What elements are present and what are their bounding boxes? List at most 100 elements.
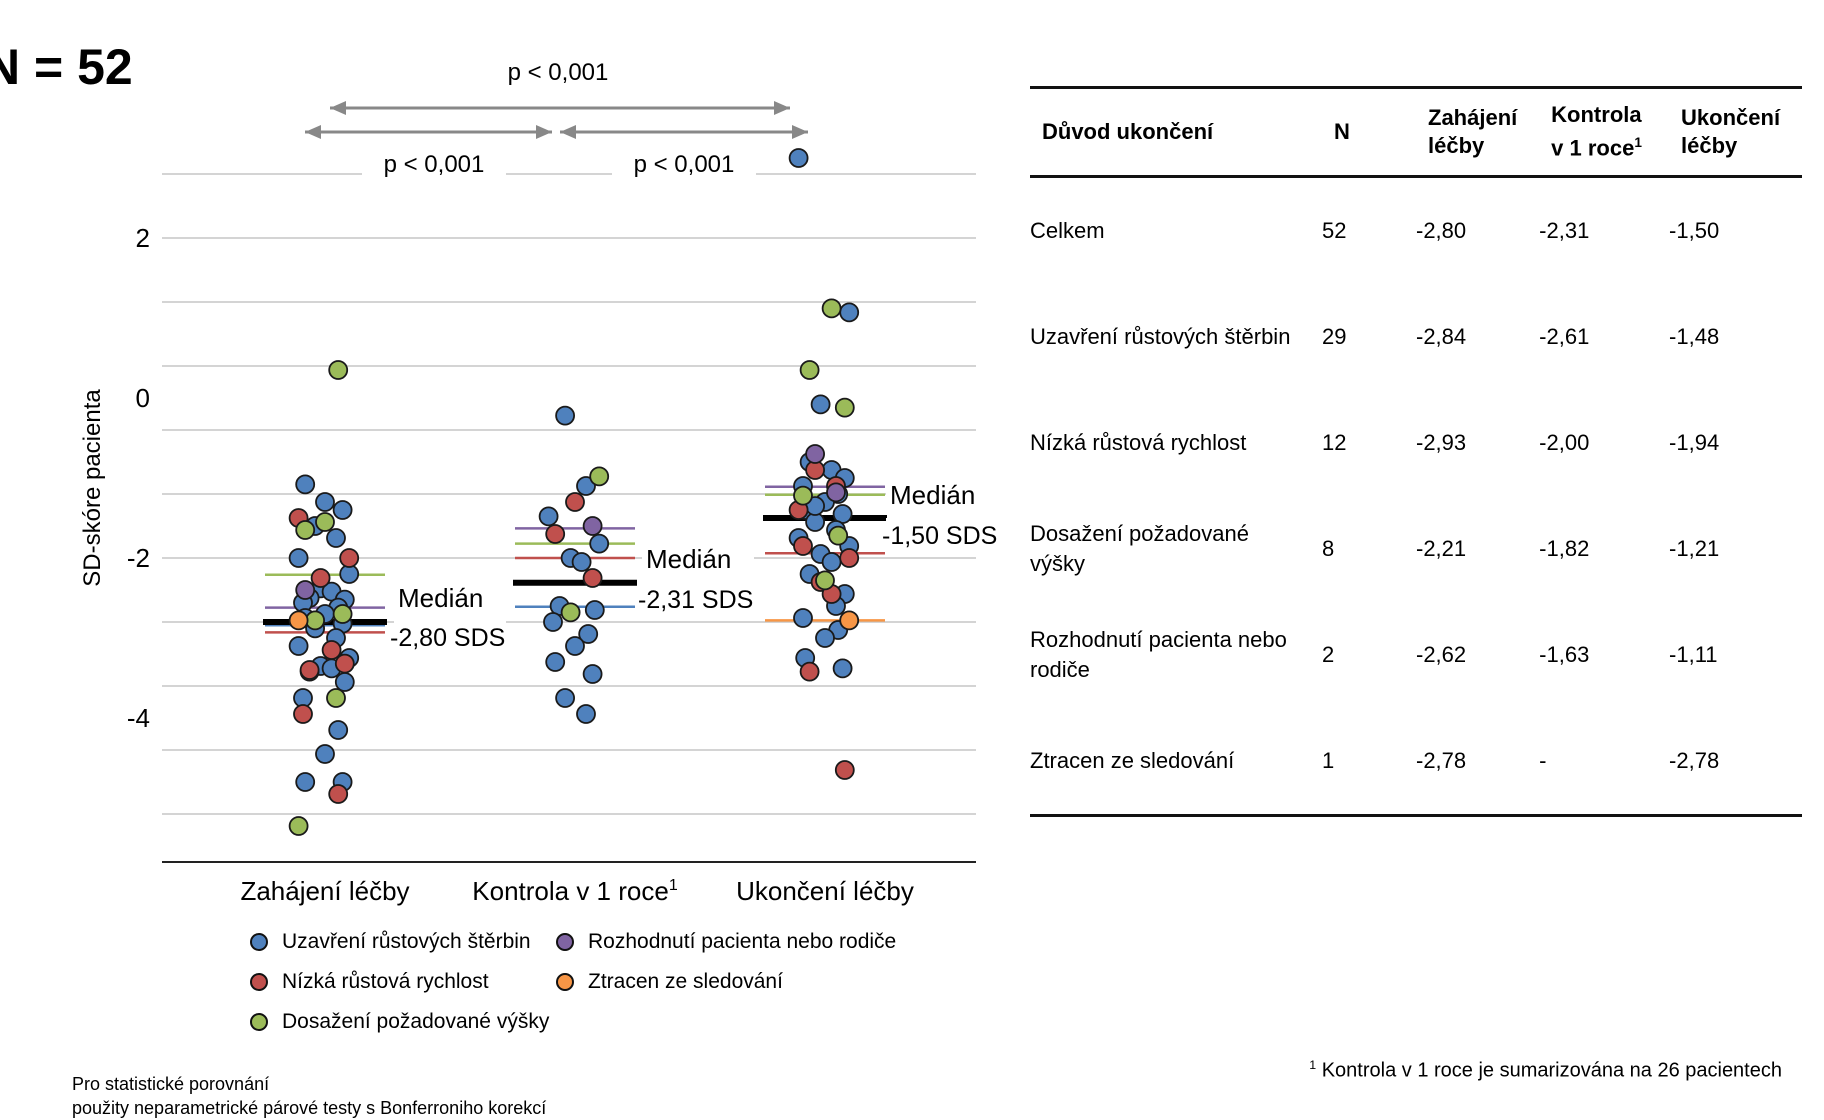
table-cell-reason: Celkem	[1030, 218, 1105, 243]
x-tick-label-sup: 1	[669, 877, 678, 894]
comparison-arrow-head	[560, 125, 576, 139]
table-row: Ztracen ze sledování 1 -2,78- -2,78	[1030, 708, 1802, 817]
data-point	[821, 552, 842, 572]
data-point	[793, 536, 813, 556]
data-point	[299, 660, 320, 680]
legend-label: Dosažení požadované výšky	[282, 1010, 550, 1033]
data-point	[315, 492, 335, 512]
legend-marker	[250, 933, 268, 951]
results-table-container: Důvod ukončení N Zahájení léčby Kontrola…	[1030, 86, 1802, 817]
table-cell-reason: Rozhodnutí pacienta nebo rodiče	[1030, 627, 1287, 682]
data-point	[793, 608, 813, 628]
data-point	[832, 658, 853, 679]
comparison-arrow-head	[536, 125, 552, 139]
table-row: Dosažení požadované výšky 8 -2,21 -1,82 -1,2…	[1030, 496, 1802, 602]
comparison-p-value: p < 0,001	[634, 151, 735, 178]
statistics-note-line: Pro statistické porovnání	[72, 1074, 270, 1094]
data-point	[834, 760, 855, 780]
data-point	[326, 688, 346, 708]
table-cell-start: -2,78	[1416, 708, 1540, 817]
median-label-bg	[394, 581, 506, 613]
data-point	[328, 720, 349, 740]
data-point	[834, 397, 855, 418]
table-row: Nízká růstová rychlost 12 -2,93 -2,00 -1,94	[1030, 390, 1802, 496]
data-point	[839, 548, 860, 568]
data-point	[288, 610, 309, 631]
table-cell-reason: Ztracen ze sledování	[1030, 708, 1322, 817]
table-cell-n: 29	[1322, 324, 1347, 349]
header-start: Zahájení léčby	[1416, 86, 1540, 178]
data-point	[328, 360, 349, 380]
footnote-text: Kontrola v 1 roce je sumarizována na 26 …	[1316, 1059, 1782, 1082]
table-cell-start: -2,21	[1416, 536, 1467, 561]
data-point	[545, 652, 566, 672]
data-point	[545, 524, 566, 544]
results-table: Důvod ukončení N Zahájení léčby Kontrola…	[1030, 86, 1802, 817]
header-control: Kontrola v 1 roce1	[1539, 86, 1670, 178]
data-point	[805, 444, 825, 464]
comparison-arrow-head	[330, 101, 346, 115]
legend-label: Uzavření růstových štěrbin	[282, 930, 531, 953]
median-value-label: -1,50 SDS	[882, 522, 997, 550]
data-point	[582, 568, 603, 588]
x-tick-label: Kontrola v 1 roce1	[472, 876, 678, 906]
comparison-arrow-head	[774, 101, 790, 115]
y-tick-label: 0	[136, 383, 150, 413]
table-header-row: Důvod ukončení N Zahájení léčby Kontrola…	[1030, 86, 1802, 178]
data-point	[555, 405, 575, 426]
comparison-label-bg	[362, 148, 506, 180]
y-axis-label: SD-skóre pacienta	[79, 389, 106, 587]
median-value-label: -2,31 SDS	[638, 586, 753, 614]
table-cell-start: -2,93	[1416, 430, 1467, 455]
footnote-mark: 1	[1309, 1058, 1317, 1072]
table-cell-n: 2	[1322, 642, 1335, 667]
median-value-bg	[394, 620, 506, 652]
data-point	[538, 506, 559, 527]
data-point	[334, 653, 355, 674]
table-cell-control: -1,82	[1539, 536, 1590, 561]
header-control-label: Kontrola v 1 roce	[1551, 102, 1642, 161]
data-point	[339, 548, 360, 568]
data-point	[826, 482, 846, 503]
data-point	[334, 672, 355, 692]
data-point	[293, 704, 313, 724]
statistics-note: Pro statistické porovnání použity nepara…	[72, 1072, 546, 1120]
statistics-note-line: použity neparametrické párové testy s Bo…	[72, 1098, 547, 1118]
legend-label: Nízká růstová rychlost	[282, 970, 489, 993]
data-point	[288, 816, 309, 836]
data-point	[799, 360, 820, 380]
legend-marker	[556, 933, 574, 951]
table-cell-reason: Dosažení požadované výšky	[1030, 521, 1249, 576]
data-point	[315, 512, 335, 532]
data-point	[295, 772, 316, 792]
data-point	[589, 466, 610, 487]
comparison-p-value: p < 0,001	[384, 151, 485, 178]
y-tick-label: -2	[127, 543, 150, 573]
data-point	[582, 516, 603, 536]
data-point	[321, 640, 342, 660]
table-cell-start: -2,84	[1416, 324, 1467, 349]
data-point	[815, 628, 835, 648]
table-cell-control: -2,00	[1539, 430, 1590, 455]
data-point	[560, 602, 581, 623]
comparison-label-bg	[612, 148, 756, 180]
table-cell-end: -1,48	[1669, 324, 1720, 349]
median-value-label: -2,80 SDS	[390, 624, 505, 652]
data-point	[326, 528, 346, 548]
table-cell-control: -2,61	[1539, 324, 1590, 349]
legend-item-target-height: Dosažení požadované výšky	[250, 1010, 549, 1034]
median-value-bg	[642, 582, 754, 614]
legend-marker	[250, 973, 268, 991]
y-tick-label: -4	[127, 703, 150, 733]
data-point	[810, 394, 831, 415]
table-cell-n: 8	[1322, 536, 1335, 561]
data-point	[589, 533, 610, 554]
chart-title: N = 52	[0, 39, 133, 95]
data-point	[799, 661, 820, 682]
legend-label: Rozhodnutí pacienta nebo rodiče	[588, 930, 897, 953]
data-point	[584, 600, 605, 620]
data-point	[576, 476, 596, 496]
median-label-bg	[886, 478, 998, 510]
data-point	[839, 610, 860, 631]
x-tick-label: Zahájení léčby	[240, 876, 409, 906]
